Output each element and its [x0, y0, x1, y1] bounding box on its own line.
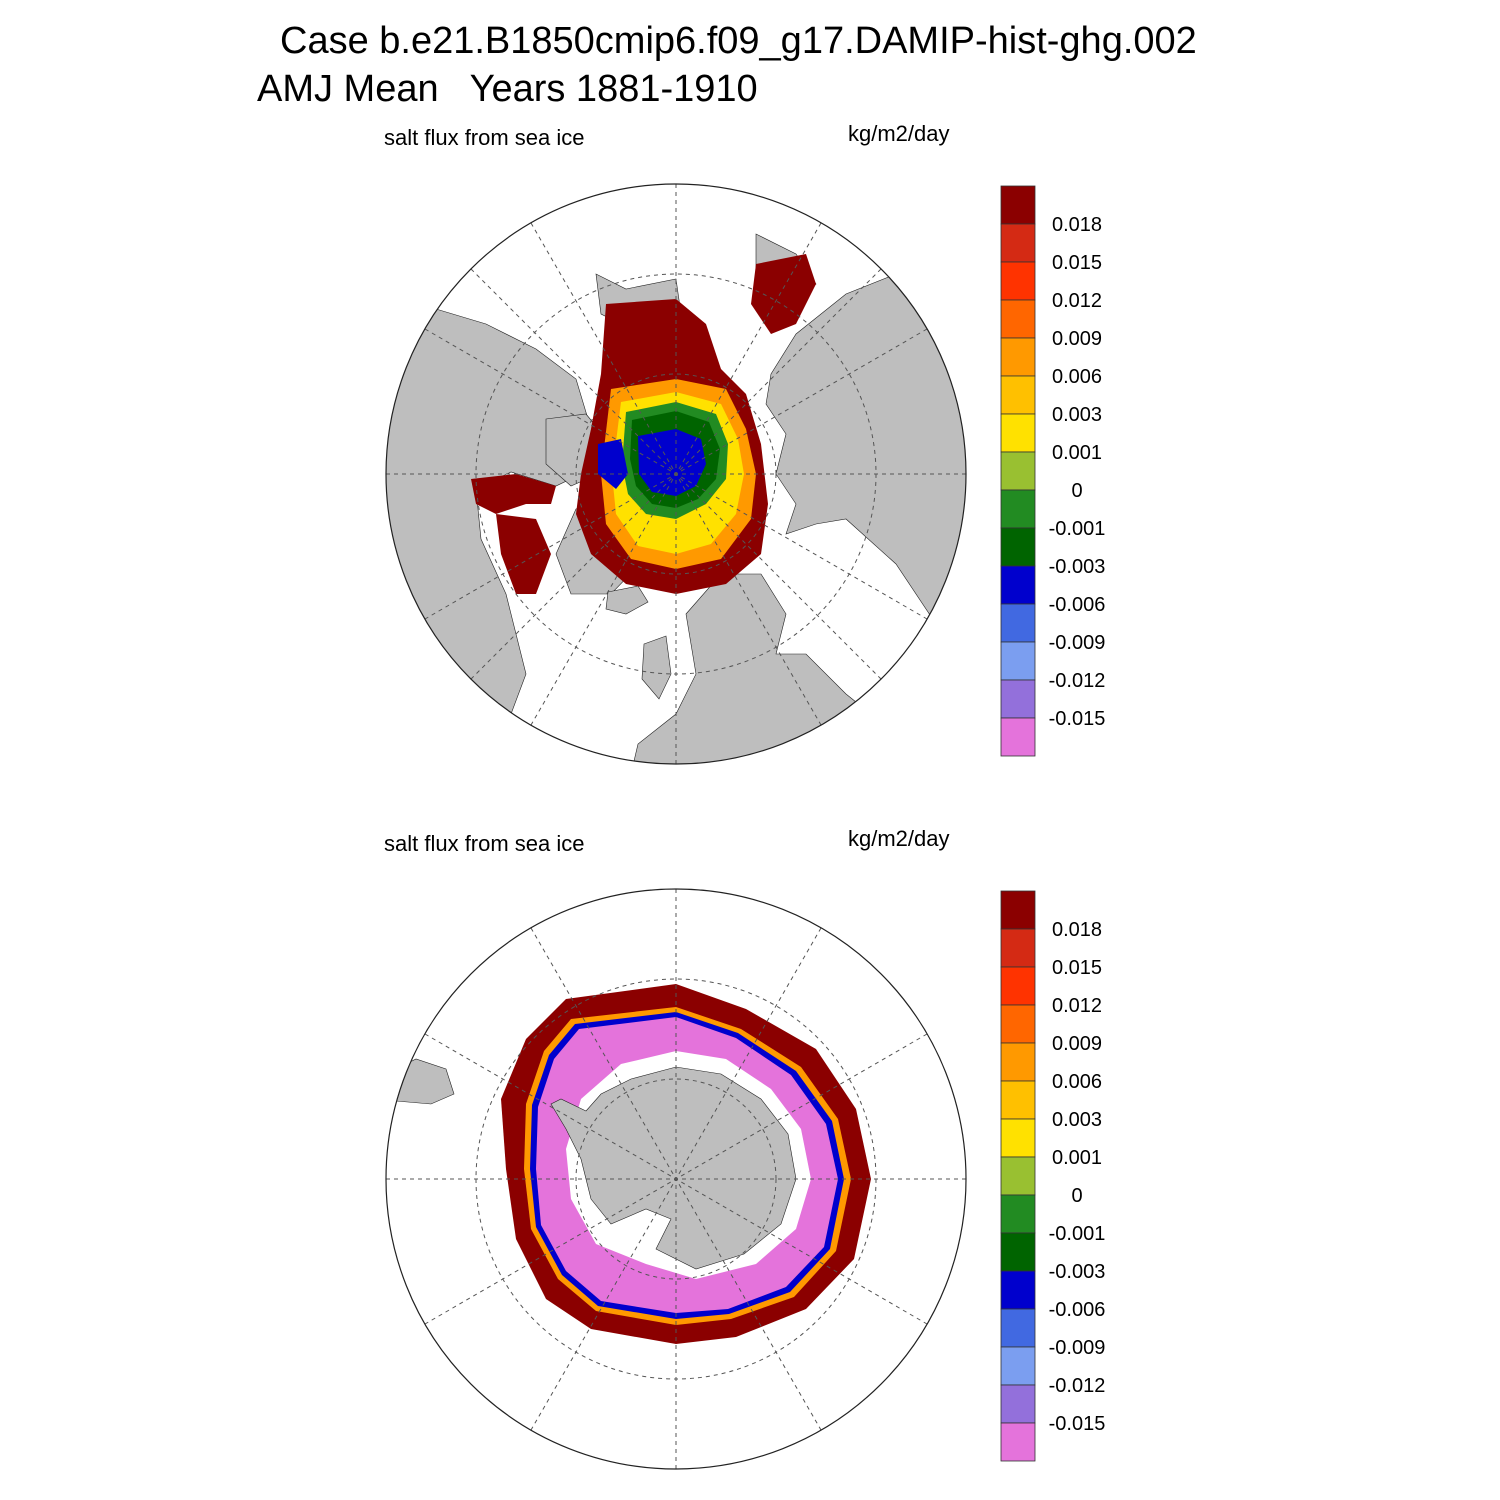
north-colorbar-box: [1000, 679, 1036, 719]
north-colorbar-box: [1000, 603, 1036, 643]
north-colorbar-label: -0.001: [1049, 518, 1106, 540]
north-colorbar-box: [1000, 413, 1036, 453]
north-colorbar-box: [1000, 527, 1036, 567]
north-colorbar-box: [1000, 261, 1036, 301]
south-colorbar-label: 0.006: [1052, 1071, 1102, 1093]
south-graticule: [386, 889, 966, 1469]
south-variable-label: salt flux from sea ice: [384, 831, 585, 856]
south-colorbar-box: [1000, 890, 1036, 930]
south-colorbar-box: [1000, 1270, 1036, 1310]
south-land-antarctica: [550, 1066, 797, 1270]
south-colorbar-label: 0.003: [1052, 1109, 1102, 1131]
south-colorbar-box: [1000, 1156, 1036, 1196]
north-map-border: [385, 183, 967, 765]
south-colorbar-box: [1000, 1384, 1036, 1424]
south-colorbar-box: [1000, 1422, 1036, 1462]
south-colorbar-box: [1000, 1308, 1036, 1348]
south-colorbar-box: [1000, 1194, 1036, 1234]
north-colorbar-label: 0: [1071, 480, 1082, 502]
north-colorbar-box: [1000, 299, 1036, 339]
south-colorbar-label: 0: [1071, 1185, 1082, 1207]
north-graticule: [386, 184, 966, 764]
north-colorbar-box: [1000, 489, 1036, 529]
figure-title-line-2: AMJ Mean Years 1881-1910: [257, 68, 758, 110]
north-colorbar-label: 0.001: [1052, 442, 1102, 464]
south-colorbar-label: 0.018: [1052, 919, 1102, 941]
north-colorbar-label: 0.015: [1052, 252, 1102, 274]
south-colorbar: 0.018 0.015 0.012 0.009 0.006 0.003 0.001 0 -0.0…: [1000, 890, 1106, 1462]
south-colorbar-label: 0.001: [1052, 1147, 1102, 1169]
south-colorbar-label: 0.015: [1052, 957, 1102, 979]
south-colorbar-label: -0.006: [1049, 1299, 1106, 1321]
south-colorbar-box: [1000, 1042, 1036, 1082]
south-polar-map: [385, 888, 967, 1470]
south-colorbar-box: [1000, 966, 1036, 1006]
south-colorbar-box: [1000, 1118, 1036, 1158]
north-units-label: kg/m2/day: [848, 121, 950, 146]
south-colorbar-label: -0.001: [1049, 1223, 1106, 1245]
north-colorbar-label: 0.018: [1052, 214, 1102, 236]
south-colorbar-box: [1000, 1232, 1036, 1272]
north-colorbar-box: [1000, 337, 1036, 377]
north-colorbar-label: 0.003: [1052, 404, 1102, 426]
north-colorbar-label: -0.015: [1049, 708, 1106, 730]
north-colorbar-label: 0.006: [1052, 366, 1102, 388]
north-colorbar-label: -0.012: [1049, 670, 1106, 692]
south-colorbar-label: -0.015: [1049, 1413, 1106, 1435]
south-units-label: kg/m2/day: [848, 826, 950, 851]
north-colorbar: 0.018 0.015 0.012 0.009 0.006 0.003 0.001 0 -0.0…: [1000, 185, 1106, 757]
south-colorbar-box: [1000, 1080, 1036, 1120]
south-colorbar-label: -0.009: [1049, 1337, 1106, 1359]
south-colorbar-label: -0.003: [1049, 1261, 1106, 1283]
south-colorbar-box: [1000, 1004, 1036, 1044]
south-colorbar-label: -0.012: [1049, 1375, 1106, 1397]
north-polar-map: [385, 183, 967, 765]
north-colorbar-box: [1000, 375, 1036, 415]
north-colorbar-label: -0.003: [1049, 556, 1106, 578]
north-colorbar-label: 0.009: [1052, 328, 1102, 350]
north-colorbar-box: [1000, 717, 1036, 757]
north-colorbar-box: [1000, 223, 1036, 263]
figure-title-line-1: Case b.e21.B1850cmip6.f09_g17.DAMIP-hist…: [280, 20, 1197, 62]
north-colorbar-box: [1000, 641, 1036, 681]
north-colorbar-label: -0.006: [1049, 594, 1106, 616]
north-colorbar-box: [1000, 565, 1036, 605]
south-colorbar-label: 0.009: [1052, 1033, 1102, 1055]
north-colorbar-label: 0.012: [1052, 290, 1102, 312]
north-colorbar-box: [1000, 185, 1036, 225]
south-colorbar-label: 0.012: [1052, 995, 1102, 1017]
south-map-border: [385, 888, 967, 1470]
north-colorbar-label: -0.009: [1049, 632, 1106, 654]
south-colorbar-box: [1000, 1346, 1036, 1386]
north-field-blue-core: [598, 429, 706, 496]
north-variable-label: salt flux from sea ice: [384, 125, 585, 150]
south-colorbar-box: [1000, 928, 1036, 968]
north-colorbar-box: [1000, 451, 1036, 491]
